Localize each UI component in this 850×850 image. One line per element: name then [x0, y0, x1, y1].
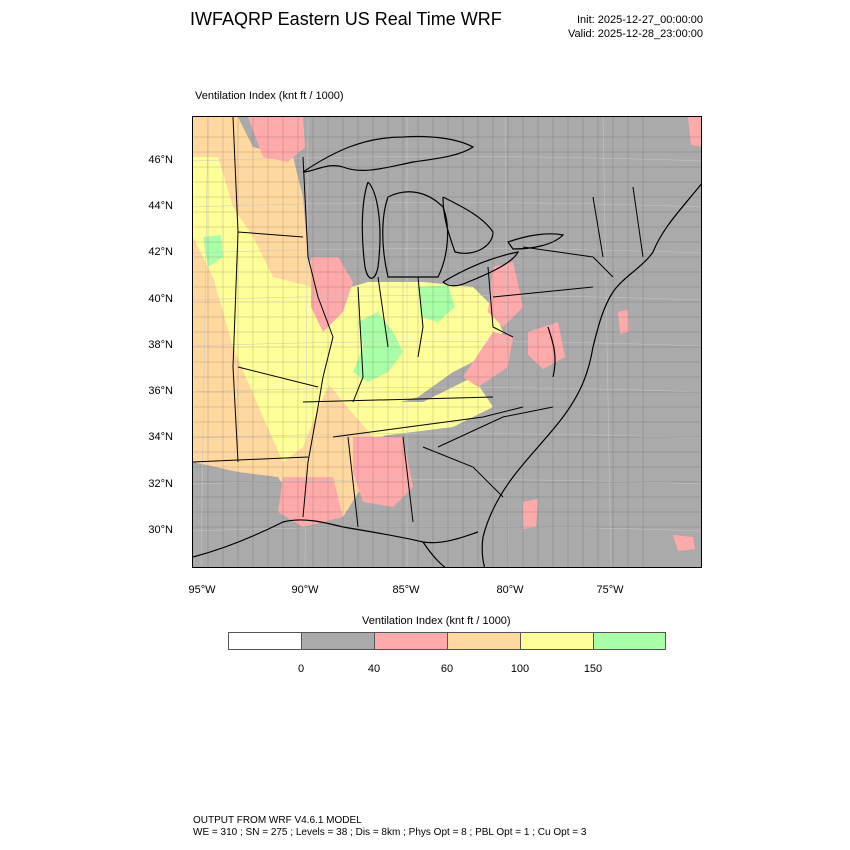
- colorbar-label-40: 40: [367, 663, 381, 675]
- map-panel: [192, 116, 702, 568]
- lat-label-42: 42°N: [148, 246, 173, 258]
- lat-label-34: 34°N: [148, 431, 173, 443]
- lat-label-36: 36°N: [148, 385, 173, 397]
- lat-label-32: 32°N: [148, 478, 173, 490]
- county-grid: [193, 117, 701, 567]
- colorbar-title: Ventilation Index (knt ft / 1000): [362, 615, 511, 627]
- shade-pink-ne: [688, 117, 701, 147]
- colorbar-swatch-3: [374, 632, 448, 650]
- lat-label-30: 30°N: [148, 524, 173, 536]
- colorbar-swatch-1: [228, 632, 302, 650]
- lon-label-90: 90°W: [291, 584, 319, 596]
- shade-pink-ocean-1: [523, 499, 538, 529]
- lat-label-44: 44°N: [148, 200, 173, 212]
- model-info: OUTPUT FROM WRF V4.6.1 MODEL WE = 310 ; …: [193, 815, 586, 839]
- shade-green-ohio: [418, 285, 455, 322]
- shade-pink-il: [311, 257, 353, 332]
- lat-label-40: 40°N: [148, 293, 173, 305]
- colorbar-label-150: 150: [583, 663, 603, 675]
- lat-label-38: 38°N: [148, 339, 173, 351]
- model-settings: WE = 310 ; SN = 275 ; Levels = 38 ; Dis …: [193, 827, 587, 838]
- colorbar-swatch-5: [520, 632, 594, 650]
- init-time: Init: 2025-12-27_00:00:00: [577, 14, 703, 26]
- shade-pink-wi: [248, 117, 305, 162]
- colorbar-label-100: 100: [510, 663, 530, 675]
- field-title: Ventilation Index (knt ft / 1000): [195, 90, 344, 102]
- colorbar-swatch-4: [447, 632, 521, 650]
- colorbar-swatch-2: [301, 632, 375, 650]
- shade-pink-al: [353, 437, 413, 507]
- lon-label-75: 75°W: [596, 584, 624, 596]
- plot-title: IWFAQRP Eastern US Real Time WRF: [190, 9, 502, 29]
- lon-label-95: 95°W: [188, 584, 216, 596]
- shade-pink-ocean-3: [618, 310, 629, 334]
- run-times: Init: 2025-12-27_00:00:00 Valid: 2025-12…: [568, 13, 703, 41]
- colorbar-label-0: 0: [297, 663, 305, 675]
- lat-label-46: 46°N: [148, 154, 173, 166]
- map-svg: [193, 117, 701, 567]
- shade-pink-ms: [278, 477, 343, 527]
- shade-pink-va: [528, 322, 565, 369]
- lon-label-80: 80°W: [496, 584, 524, 596]
- shade-pink-pa: [488, 262, 523, 327]
- valid-time: Valid: 2025-12-28_23:00:00: [568, 28, 703, 40]
- shade-pink-wv: [463, 332, 513, 387]
- shade-pink-ocean-2: [673, 535, 695, 551]
- colorbar-swatch-6: [593, 632, 666, 650]
- model-version: OUTPUT FROM WRF V4.6.1 MODEL: [193, 815, 362, 826]
- colorbar-label-60: 60: [440, 663, 454, 675]
- lon-label-85: 85°W: [392, 584, 420, 596]
